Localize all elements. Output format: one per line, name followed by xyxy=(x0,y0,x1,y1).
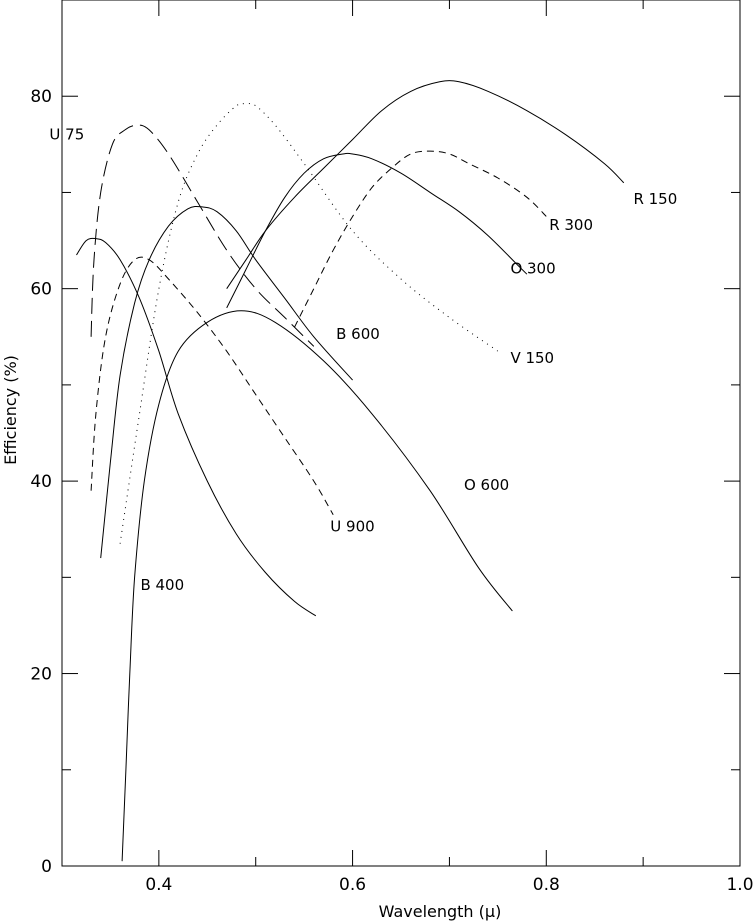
series-label-o-600: O 600 xyxy=(464,476,509,494)
series-line-r-300 xyxy=(294,150,547,328)
y-tick-label: 0 xyxy=(41,857,52,877)
x-tick-label: 0.8 xyxy=(533,875,560,895)
y-tick-label: 80 xyxy=(30,87,52,107)
y-tick-label: 60 xyxy=(30,280,52,300)
series-line-o-600 xyxy=(121,310,513,862)
series-line-b-400 xyxy=(76,237,317,617)
x-axis-label: Wavelength (μ) xyxy=(379,902,502,921)
x-tick-label: 0.6 xyxy=(339,875,366,895)
x-tick-label: 1.0 xyxy=(726,875,753,895)
series-label-o-300: O 300 xyxy=(510,259,555,277)
axis-ticks: 0.4 0.6 0.8 1.0 0 20 40 60 80 xyxy=(30,0,754,895)
series-line-o-300 xyxy=(226,152,528,309)
series-layer xyxy=(76,80,625,862)
y-tick-label: 40 xyxy=(30,472,52,492)
y-axis-label: Efficiency (%) xyxy=(1,355,20,465)
series-label-r-150: R 150 xyxy=(633,190,677,208)
series-line-u-900 xyxy=(90,256,334,516)
series-line-r-150 xyxy=(226,80,625,289)
series-line-b-600 xyxy=(100,205,353,559)
series-label-u-900: U 900 xyxy=(330,517,374,535)
y-tick-label: 20 xyxy=(30,665,52,685)
series-line-v-150 xyxy=(119,103,499,544)
series-label-b-600: B 600 xyxy=(336,325,380,343)
series-label-v-150: V 150 xyxy=(510,349,554,367)
series-label-u-75: U 75 xyxy=(49,126,84,144)
plot-frame xyxy=(61,0,741,867)
series-labels: U 75 V 150 R 150 R 300 O 300 B 600 U 900 B 400 O… xyxy=(49,126,677,594)
series-line-u-75 xyxy=(90,124,315,347)
x-tick-label: 0.4 xyxy=(145,875,172,895)
series-label-b-400: B 400 xyxy=(140,576,184,594)
series-label-r-300: R 300 xyxy=(549,216,593,234)
